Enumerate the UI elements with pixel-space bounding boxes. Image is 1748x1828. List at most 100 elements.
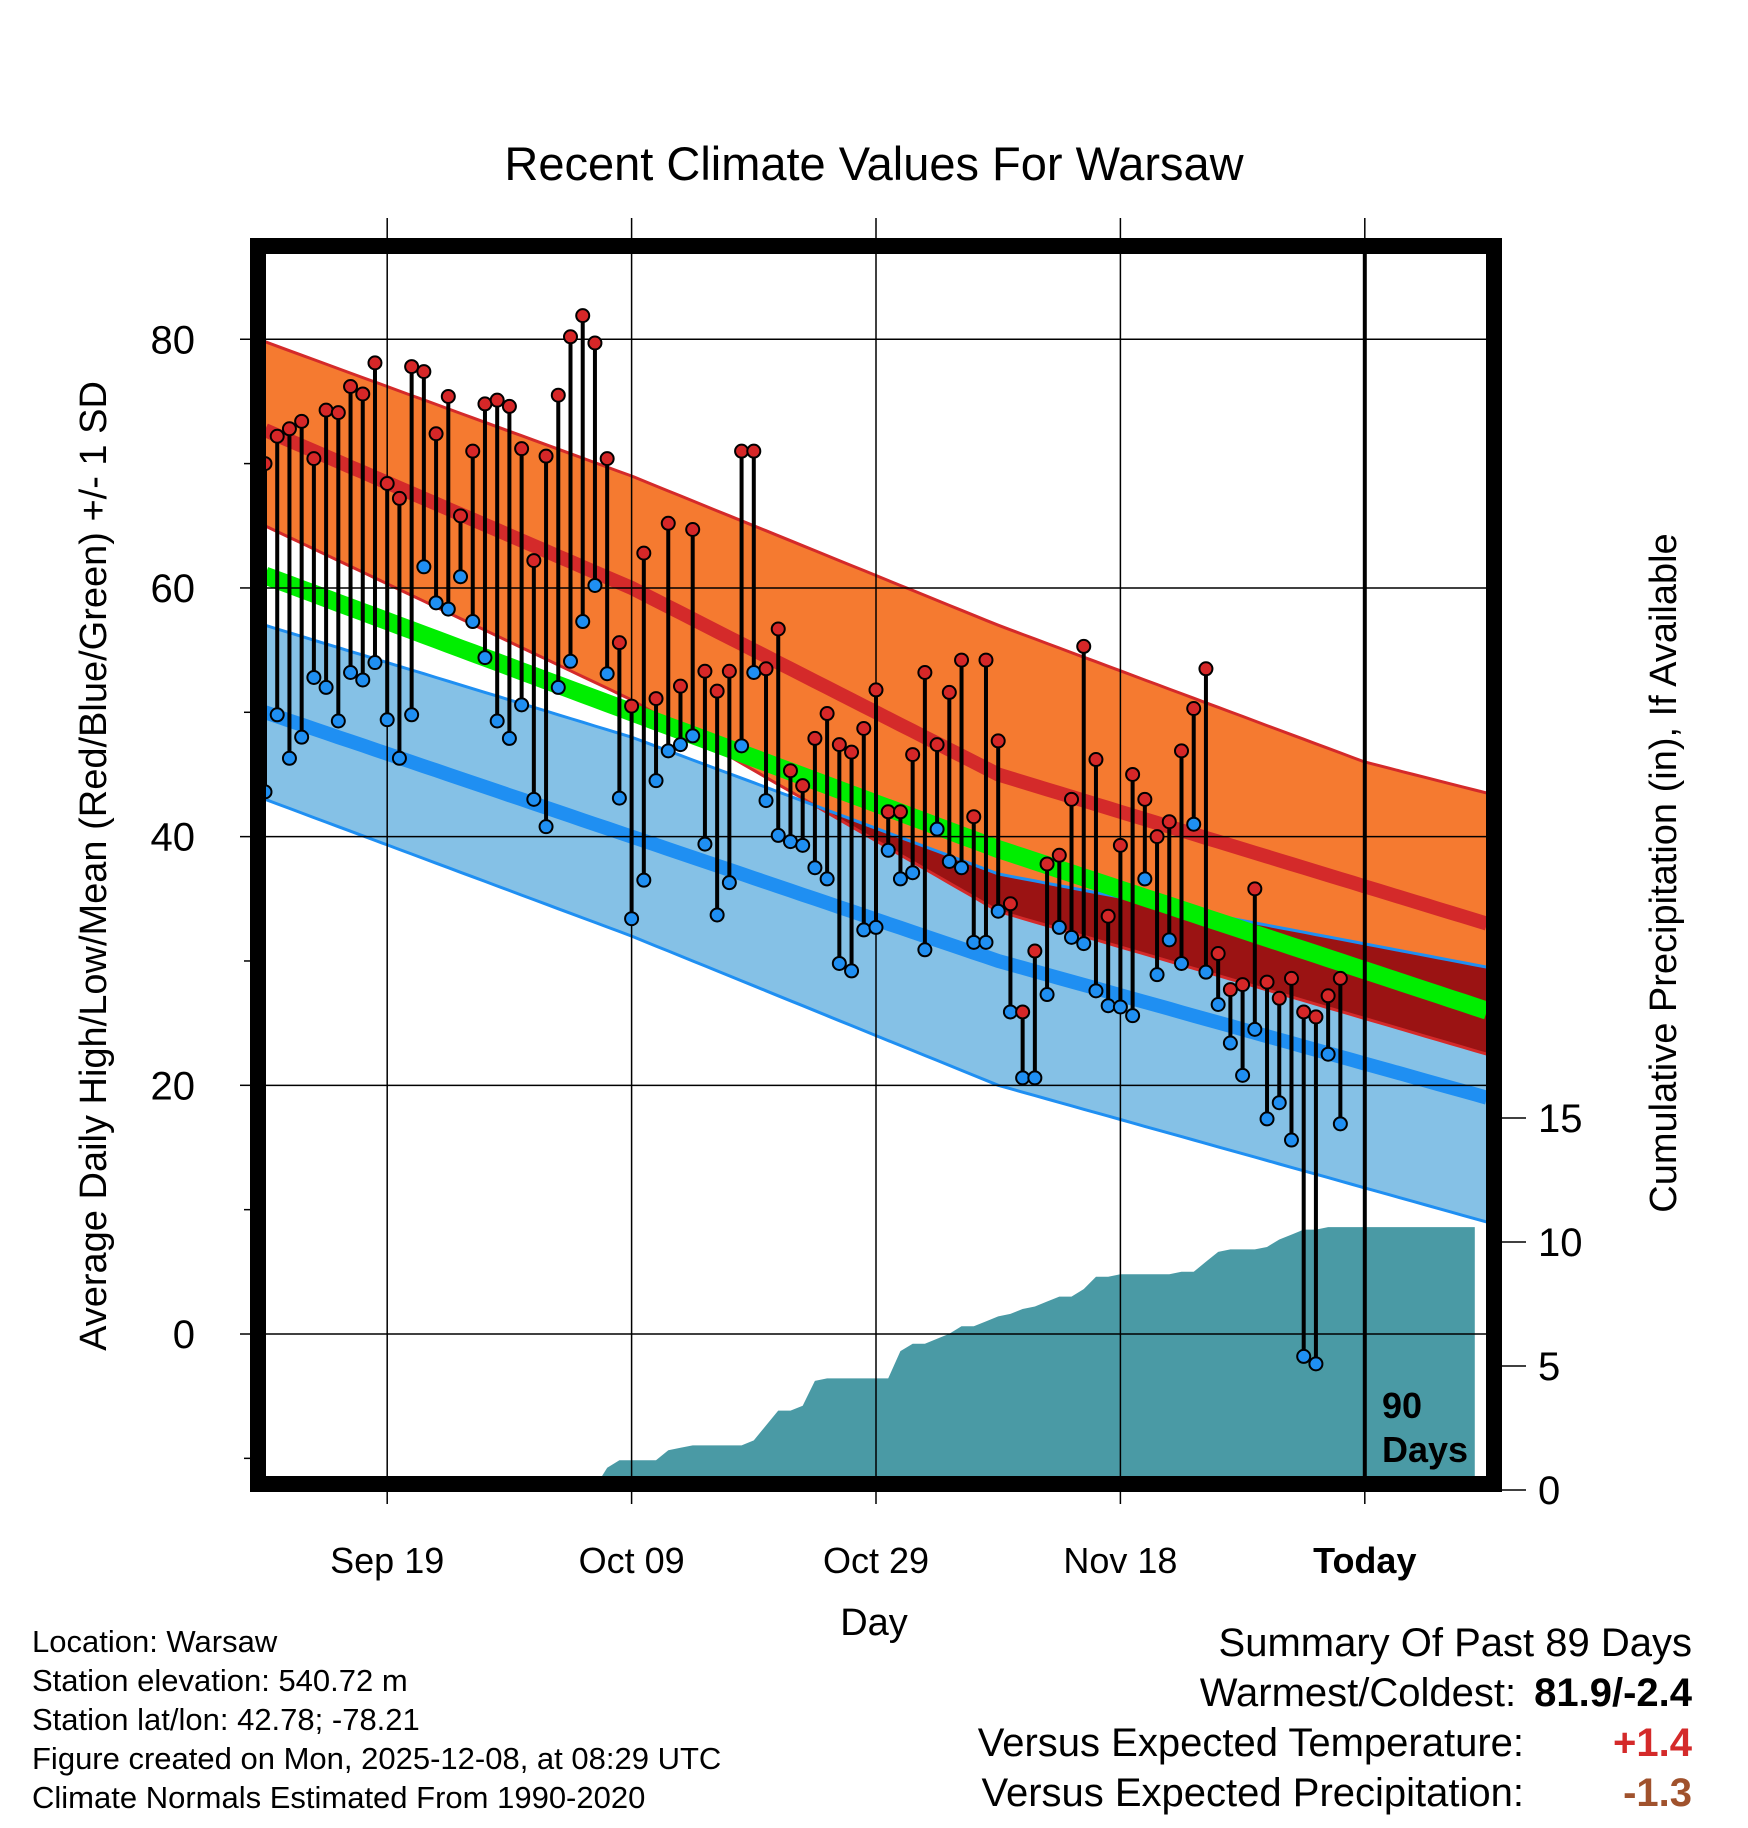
daily-low-point [1222, 1035, 1238, 1051]
daily-high-point [428, 426, 444, 442]
temperature-anomaly-row: Versus Expected Temperature: +1.4 [978, 1718, 1692, 1768]
daily-high-point [563, 329, 578, 345]
daily-low-point [514, 697, 530, 713]
daily-low-point [1296, 1348, 1312, 1364]
today-days-label: 90 [1382, 1385, 1422, 1426]
daily-low-point [1149, 967, 1165, 983]
daily-high-point [954, 652, 970, 668]
daily-low-point [1235, 1067, 1251, 1083]
daily-low-point [660, 743, 676, 759]
x-tick-label: Sep 19 [330, 1540, 444, 1581]
daily-high-point [416, 364, 432, 380]
precipitation-anomaly-label: Versus Expected Precipitation: [981, 1771, 1524, 1815]
daily-low-point [1161, 932, 1177, 948]
precipitation-anomaly-value: -1.3 [1623, 1771, 1692, 1815]
daily-low-point [599, 666, 615, 682]
daily-low-point [844, 963, 860, 979]
daily-low-point [770, 827, 786, 843]
daily-low-point [685, 728, 701, 744]
daily-low-point [831, 955, 847, 971]
daily-low-point [1125, 1008, 1141, 1024]
daily-low-point [978, 934, 994, 950]
daily-low-point [1210, 996, 1226, 1012]
daily-low-point [1259, 1111, 1275, 1127]
daily-low-point [1320, 1046, 1336, 1062]
daily-low-point [892, 871, 908, 887]
daily-low-point [1186, 816, 1202, 832]
daily-high-point [819, 706, 835, 722]
daily-high-point [1222, 982, 1238, 998]
daily-high-point [1149, 829, 1165, 845]
daily-low-point [330, 713, 346, 729]
daily-high-point [379, 475, 395, 491]
daily-high-point [1235, 977, 1251, 993]
daily-low-point [990, 903, 1006, 919]
daily-low-point [294, 729, 310, 745]
daily-low-point [611, 790, 627, 806]
daily-high-point [501, 398, 517, 414]
precipitation-anomaly-row: Versus Expected Precipitation: -1.3 [978, 1768, 1692, 1818]
daily-low-point [1039, 987, 1055, 1003]
daily-low-point [343, 664, 359, 680]
daily-low-point [428, 595, 444, 611]
daily-low-point [856, 922, 872, 938]
daily-high-point [685, 522, 701, 538]
latlon-text: Station lat/lon: 42.78; -78.21 [32, 1702, 420, 1737]
daily-high-point [1125, 766, 1141, 782]
y-axis-label: Average Daily High/Low/Mean (Red/Blue/Gr… [73, 381, 115, 1351]
daily-low-point [721, 875, 737, 891]
daily-low-point [465, 614, 481, 630]
daily-high-point [587, 335, 603, 351]
daily-low-point [269, 707, 285, 723]
warmest-coldest-row: Warmest/Coldest: 81.9/-2.4 [978, 1668, 1692, 1718]
x-tick-label: Today [1313, 1540, 1416, 1581]
daily-high-point [880, 804, 896, 820]
normals-text: Climate Normals Estimated From 1990-2020 [32, 1780, 646, 1815]
daily-low-point [1332, 1116, 1348, 1132]
daily-high-point [990, 733, 1006, 749]
daily-high-point [709, 683, 725, 699]
daily-high-point [1027, 943, 1043, 959]
x-tick-label: Oct 09 [579, 1540, 685, 1581]
temperature-anomaly-label: Versus Expected Temperature: [977, 1721, 1524, 1765]
daily-high-point [966, 809, 982, 825]
y-tick-label: 60 [151, 567, 196, 611]
daily-high-point [1259, 974, 1275, 990]
daily-low-point [758, 793, 774, 809]
daily-high-point [1051, 847, 1067, 863]
daily-high-point [624, 698, 640, 714]
daily-high-point [343, 379, 359, 395]
daily-low-point [880, 842, 896, 858]
daily-high-point [1174, 743, 1189, 759]
x-tick-label: Nov 18 [1063, 1540, 1177, 1581]
daily-low-point [868, 919, 884, 935]
daily-low-point [404, 707, 420, 723]
y2-tick-label: 15 [1538, 1097, 1583, 1141]
daily-high-point [1015, 1004, 1031, 1020]
daily-low-point [709, 907, 725, 923]
daily-high-point [1076, 638, 1092, 654]
daily-high-point [306, 451, 322, 467]
daily-low-point [941, 854, 957, 869]
station-info: Location: Warsaw Station elevation: 540.… [32, 1622, 721, 1817]
daily-low-point [538, 819, 554, 835]
daily-low-point [416, 559, 432, 575]
temperature-anomaly-value: +1.4 [1613, 1721, 1692, 1765]
daily-high-point [1296, 1004, 1312, 1020]
daily-high-point [599, 451, 615, 467]
x-axis-label: Day [840, 1602, 908, 1644]
daily-high-point [1186, 701, 1202, 717]
daily-high-point [672, 678, 688, 694]
daily-high-point [978, 652, 994, 668]
daily-low-point [1015, 1070, 1031, 1086]
daily-high-point [1100, 908, 1116, 924]
daily-high-point [770, 621, 786, 637]
daily-low-point [1198, 964, 1214, 980]
daily-high-point [1271, 990, 1287, 1006]
x-tick-label: Oct 29 [823, 1540, 929, 1581]
daily-high-point [404, 359, 420, 375]
daily-high-point [391, 490, 407, 506]
daily-high-point [856, 720, 872, 736]
daily-low-point [526, 791, 542, 807]
